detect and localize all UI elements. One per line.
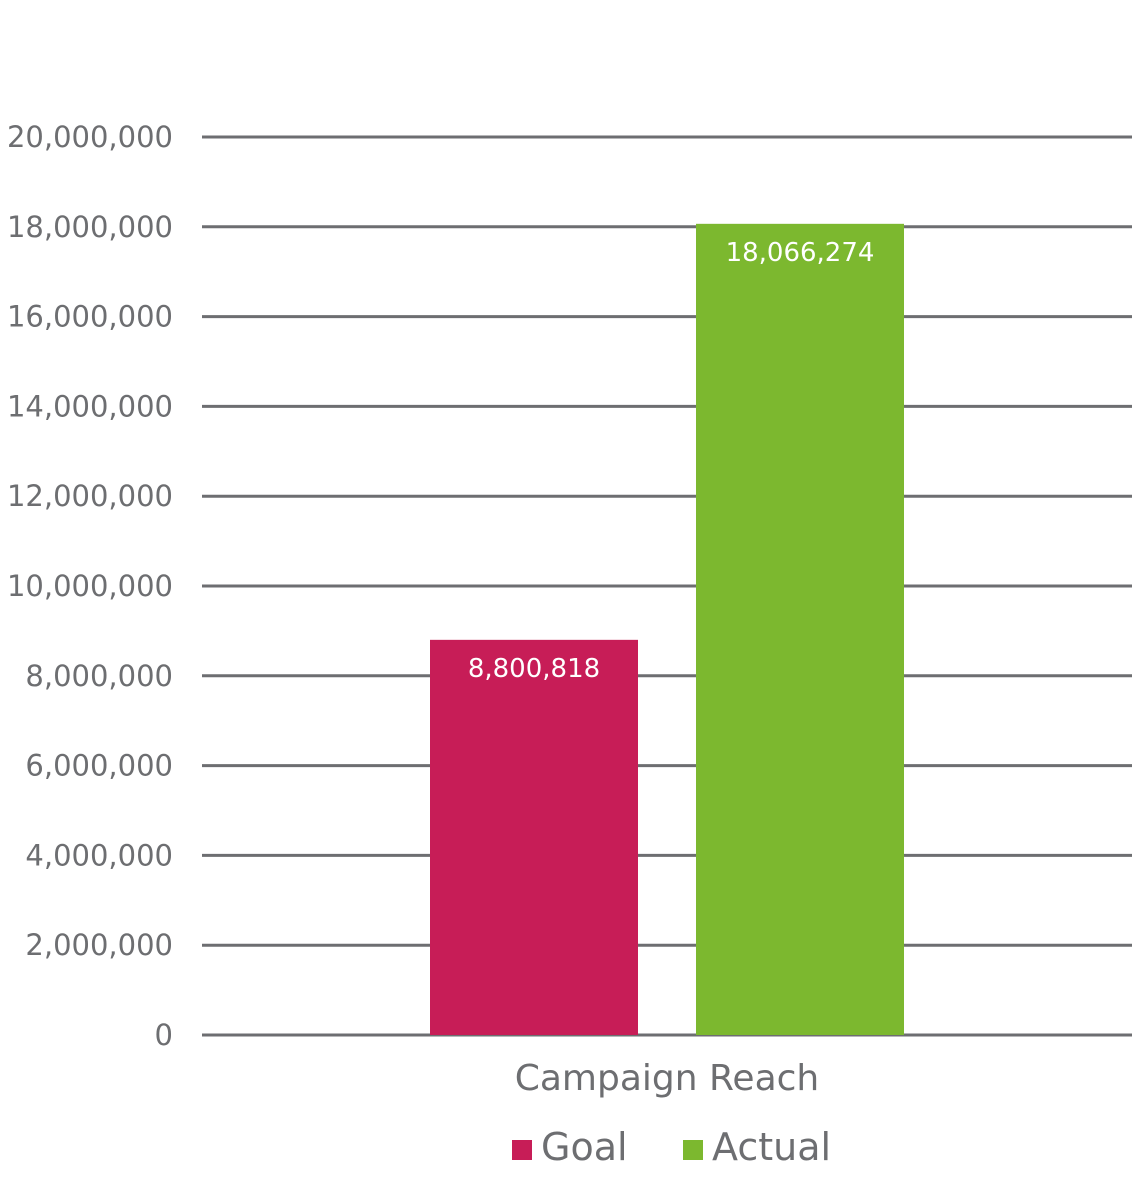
bar-actual <box>696 223 904 1036</box>
category-label: Campaign Reach <box>515 1058 820 1099</box>
y-tick-label: 12,000,000 <box>7 479 173 513</box>
legend-label-goal: Goal <box>541 1125 628 1169</box>
y-tick-label: 18,000,000 <box>7 210 173 244</box>
legend-swatch-actual <box>683 1140 703 1160</box>
y-tick-label: 4,000,000 <box>25 838 173 872</box>
bars: 8,800,818 18,066,274 <box>430 223 904 1036</box>
y-tick-label: 10,000,000 <box>7 569 173 603</box>
y-axis-ticks: 0 2,000,000 4,000,000 6,000,000 8,000,000 10,… <box>7 120 173 1052</box>
y-tick-label: 14,000,000 <box>7 389 173 423</box>
data-label-actual: 18,066,274 <box>726 238 875 268</box>
data-label-goal: 8,800,818 <box>468 654 600 684</box>
y-tick-label: 0 <box>155 1018 173 1052</box>
legend-swatch-goal <box>512 1140 532 1160</box>
y-tick-label: 2,000,000 <box>25 928 173 962</box>
y-tick-label: 8,000,000 <box>25 659 173 693</box>
gridlines <box>202 135 1132 1037</box>
legend: Goal Actual <box>512 1125 831 1169</box>
bar-goal <box>430 639 638 1035</box>
legend-label-actual: Actual <box>712 1125 831 1169</box>
y-tick-label: 16,000,000 <box>7 300 173 334</box>
y-tick-label: 20,000,000 <box>7 120 173 154</box>
y-tick-label: 6,000,000 <box>25 749 173 783</box>
